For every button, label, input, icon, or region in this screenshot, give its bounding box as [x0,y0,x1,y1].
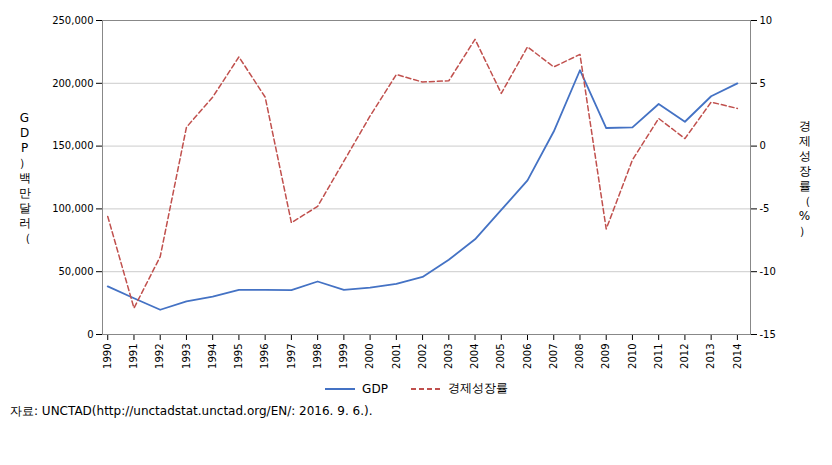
svg-text:5: 5 [760,78,766,89]
svg-text:GDP）백만달러（: GDP）백만달러（ [19,111,31,245]
svg-text:150,000: 150,000 [52,140,93,151]
html-text:자료: UNCTAD(http://unctadstat.u: 자료: UNCTAD(http://unctadstat.unctad.org/… [10,404,373,418]
svg-text:2006: 2006 [522,344,533,369]
svg-text:1990: 1990 [102,344,113,369]
svg-text:0: 0 [87,329,93,340]
svg-text:2008: 2008 [574,344,585,369]
svg-text:-5: -5 [760,203,770,214]
svg-text:10: 10 [760,15,773,26]
svg-text:1996: 1996 [259,344,270,369]
svg-text:경제성장률（%）: 경제성장률（%） [799,119,811,238]
svg-text:50,000: 50,000 [59,266,94,277]
svg-text:2012: 2012 [679,344,690,369]
svg-text:1998: 1998 [312,344,323,369]
svg-text:2010: 2010 [627,344,638,369]
svg-text:2002: 2002 [417,344,428,369]
svg-text:2009: 2009 [600,344,611,369]
svg-text:2004: 2004 [469,344,480,369]
svg-text:250,000: 250,000 [52,15,93,26]
svg-text:2003: 2003 [443,344,454,369]
svg-text:2000: 2000 [364,344,375,369]
html-text:GDP: GDP [362,381,388,396]
svg-text:100,000: 100,000 [52,203,93,214]
svg-text:2001: 2001 [391,344,402,369]
svg-text:1997: 1997 [286,344,297,369]
svg-text:2011: 2011 [653,344,664,369]
svg-text:200,000: 200,000 [52,78,93,89]
svg-text:1992: 1992 [154,344,165,369]
svg-text:2013: 2013 [705,344,716,369]
svg-text:-10: -10 [760,266,776,277]
html-text:경제성장률: 경제성장률 [447,381,508,395]
svg-text:0: 0 [760,140,766,151]
svg-text:2005: 2005 [495,344,506,369]
svg-text:2014: 2014 [732,344,743,369]
svg-text:1994: 1994 [207,344,218,369]
svg-text:1995: 1995 [233,344,244,369]
svg-text:-15: -15 [760,329,776,340]
svg-text:1993: 1993 [181,344,192,369]
svg-text:2007: 2007 [548,344,559,369]
svg-text:1991: 1991 [128,344,139,369]
svg-text:1999: 1999 [338,344,349,369]
